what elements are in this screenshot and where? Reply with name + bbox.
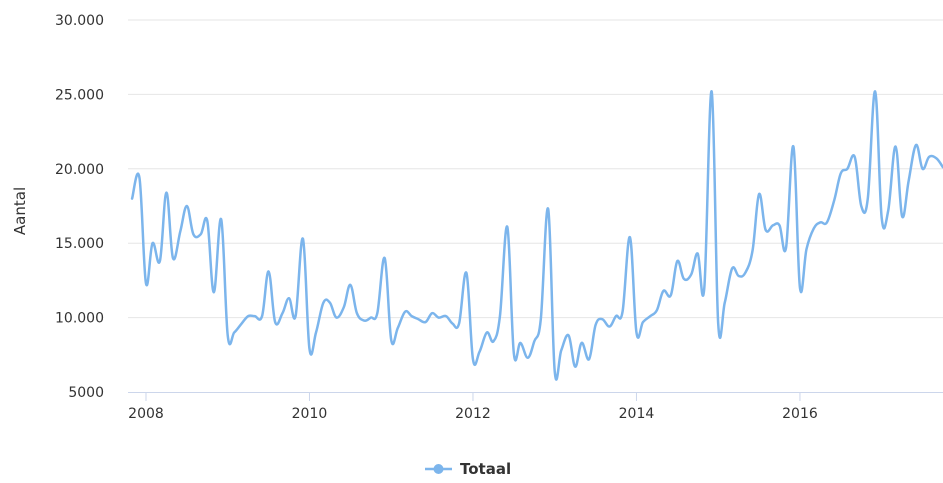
y-axis-ticks: 5000 10.000 15.000 20.000 25.000 30.000 <box>55 13 104 401</box>
y-tick-label: 10.000 <box>55 311 104 327</box>
legend-label: Totaal <box>460 460 511 478</box>
x-tick-label: 2008 <box>128 406 164 422</box>
y-tick-label: 5000 <box>68 385 104 401</box>
y-tick-label: 30.000 <box>55 13 104 29</box>
y-tick-label: 15.000 <box>55 236 104 252</box>
series-group <box>130 90 943 381</box>
series-line-totaal <box>130 90 943 381</box>
x-tick-label: 2016 <box>782 406 818 422</box>
y-tick-label: 25.000 <box>55 87 104 103</box>
legend-marker-symbol <box>433 464 444 474</box>
legend[interactable]: Totaal <box>425 460 511 478</box>
y-tick-label: 20.000 <box>55 162 104 178</box>
x-tick-label: 2010 <box>292 406 328 422</box>
y-axis-label: Aantal <box>11 187 29 235</box>
x-tick-label: 2014 <box>619 406 655 422</box>
x-axis-ticks: 2008 2010 2012 2014 2016 <box>128 392 818 422</box>
grid-lines <box>128 19 943 319</box>
x-tick-label: 2012 <box>455 406 491 422</box>
